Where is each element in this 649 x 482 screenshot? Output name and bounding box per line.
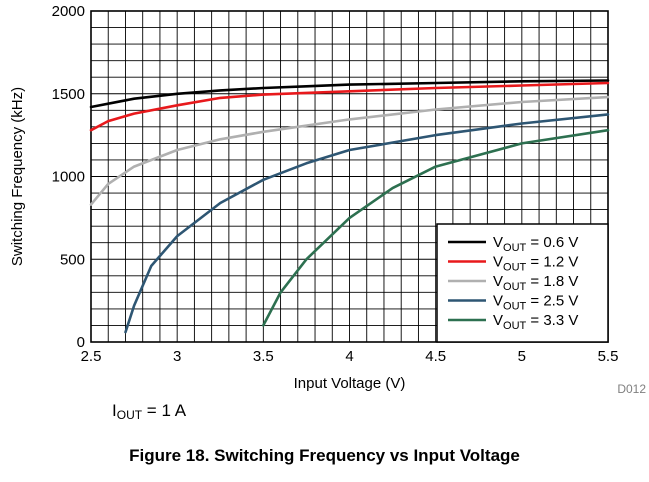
plot-frame xyxy=(90,10,609,343)
y-tick-labels: 0 500 1000 1500 2000 xyxy=(52,3,85,351)
series-line-3 xyxy=(89,95,610,206)
note-rest: = 1 A xyxy=(142,401,187,420)
series-line-2 xyxy=(89,81,610,132)
series-line-1 xyxy=(89,79,610,109)
legend-label-5: VOUT = 3.3 V xyxy=(493,312,578,332)
x-tick-labels: 2.5 3 3.5 4 4.5 5 5.5 xyxy=(81,348,619,365)
legend-label-4: VOUT = 2.5 V xyxy=(493,293,578,313)
x-tick-label: 2.5 xyxy=(81,348,102,365)
x-axis-label: Input Voltage (V) xyxy=(294,375,406,392)
legend-label-3: VOUT = 1.8 V xyxy=(493,273,578,293)
series-layer xyxy=(89,79,610,334)
y-tick-label: 0 xyxy=(77,334,85,351)
output-current-note: IOUT = 1 A xyxy=(112,401,186,422)
legend-box xyxy=(436,223,609,343)
x-tick-label: 5 xyxy=(518,348,526,365)
switching-frequency-chart: 2.5 3 3.5 4 4.5 5 5.5 0 500 1000 1500 2000 Input V… xyxy=(9,3,646,396)
note-main: I xyxy=(112,401,117,420)
legend-label-2: VOUT = 1.2 V xyxy=(493,254,578,274)
y-tick-label: 500 xyxy=(60,251,85,268)
legend-label-1: VOUT = 0.6 V xyxy=(493,234,578,254)
y-tick-label: 1500 xyxy=(52,86,85,103)
figure-code: D012 xyxy=(617,382,646,396)
x-tick-label: 4 xyxy=(345,348,353,365)
series-line-4 xyxy=(124,113,610,334)
y-tick-label: 2000 xyxy=(52,3,85,20)
x-tick-label: 5.5 xyxy=(598,348,619,365)
figure-caption: Figure 18. Switching Frequency vs Input … xyxy=(129,446,520,465)
series-line-5 xyxy=(261,128,610,327)
y-axis-label: Switching Frequency (kHz) xyxy=(9,87,26,266)
x-tick-label: 3.5 xyxy=(253,348,274,365)
x-tick-label: 3 xyxy=(173,348,181,365)
x-tick-label: 4.5 xyxy=(425,348,446,365)
y-tick-label: 1000 xyxy=(52,169,85,186)
note-sub: OUT xyxy=(116,408,143,422)
